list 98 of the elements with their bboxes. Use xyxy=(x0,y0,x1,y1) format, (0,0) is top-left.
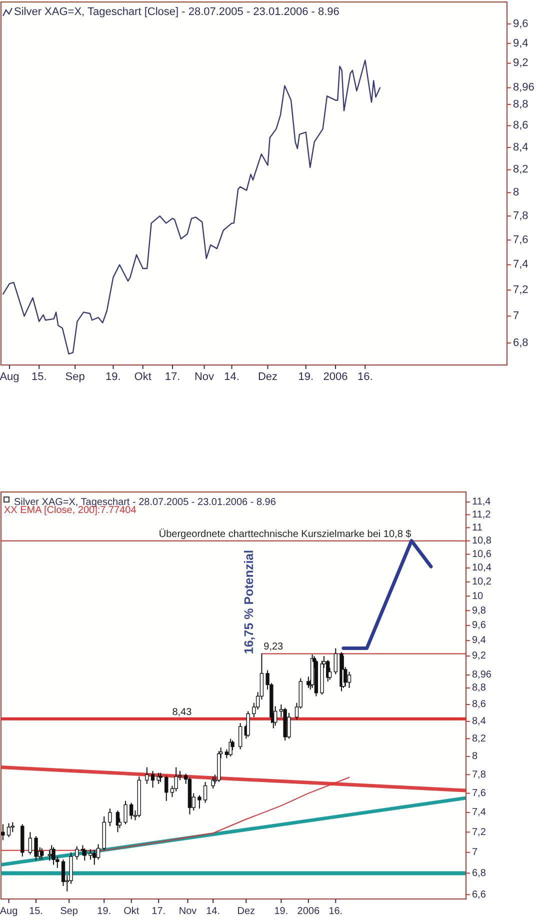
x-tick-label: 17. xyxy=(152,906,166,917)
y-tick-label: 11 xyxy=(472,522,483,534)
x-tick-label: 14. xyxy=(206,906,220,917)
candlestick xyxy=(40,848,44,860)
y-tick-label: 9,2 xyxy=(513,57,528,70)
y-tick-label: 7 xyxy=(472,847,478,858)
x-tick-label: Nov xyxy=(194,371,215,383)
annotation: Übergeordnete charttechnische Kurszielmarke bei 10,8 $ xyxy=(158,528,412,540)
candlestick xyxy=(1,824,5,841)
candlestick xyxy=(347,671,352,688)
annotation: 8,43 xyxy=(172,706,192,718)
chart-title: Silver XAG=X, Tageschart [Close] - 28.07.2005 - 23.01.2006 - 8.96 xyxy=(14,6,340,18)
x-tick-label: Okt xyxy=(134,371,152,383)
x-tick-label: 15. xyxy=(31,371,47,383)
y-tick-label: 8 xyxy=(472,751,478,762)
y-tick-label: 9,6 xyxy=(513,18,528,30)
y-tick-label: 9,4 xyxy=(513,37,528,50)
y-tick-label: 8,8 xyxy=(472,682,486,694)
candlestick xyxy=(158,772,162,783)
x-tick-label: 19. xyxy=(106,371,121,383)
y-tick-label: 7,6 xyxy=(472,788,486,799)
candlestick xyxy=(108,808,112,827)
x-tick-label: 14. xyxy=(224,371,240,383)
x-tick-label: Aug xyxy=(0,371,20,383)
x-tick-label: Dez xyxy=(237,906,256,917)
y-tick-label: 7,2 xyxy=(472,826,486,838)
candlestick xyxy=(164,775,168,802)
x-tick-label: 19. xyxy=(274,906,288,917)
y-tick-label: 8 xyxy=(513,186,520,199)
candlestick xyxy=(150,770,155,788)
candlestick xyxy=(198,794,202,810)
x-tick-label: 16. xyxy=(358,371,373,383)
x-tick-label: 17. xyxy=(164,371,180,383)
x-tick-label: Aug xyxy=(0,906,18,917)
candlestick xyxy=(246,710,250,738)
y-tick-label: 8,6 xyxy=(513,120,528,132)
x-tick-label: Okt xyxy=(124,906,140,917)
y-tick-label: 9,8 xyxy=(472,605,486,616)
y-tick-label: 7,2 xyxy=(513,284,528,296)
candlestick xyxy=(130,802,134,820)
y-tick-label: 11,4 xyxy=(472,496,492,508)
y-tick-label: 10,6 xyxy=(472,548,492,560)
x-tick-label: 2006 xyxy=(297,906,320,917)
x-tick-label: 19. xyxy=(97,906,112,917)
y-tick-label: 7,4 xyxy=(472,807,486,818)
x-tick-label: Sep xyxy=(65,371,85,383)
x-tick-label: Nov xyxy=(178,906,197,917)
x-tick-label: 19. xyxy=(298,371,314,383)
line-series xyxy=(1,776,350,851)
y-tick-label: 7,8 xyxy=(472,769,486,780)
candlestick xyxy=(52,846,56,866)
y-tick-label: 8,96 xyxy=(472,670,492,681)
candlestick xyxy=(28,832,32,855)
y-tick-label: 6,8 xyxy=(513,336,528,349)
x-tick-label: Sep xyxy=(60,906,78,917)
line-series xyxy=(2,60,381,355)
y-tick-label: 9,6 xyxy=(472,620,486,632)
candlestick xyxy=(124,800,128,825)
text: XX EMA [Close, 200]:7.77404 xyxy=(4,505,137,516)
annotation: 16,75 % Potenzial xyxy=(242,550,256,654)
y-tick-label: 8,4 xyxy=(472,716,486,728)
y-tick-label: 8,4 xyxy=(513,141,528,154)
x-tick-label: 15. xyxy=(29,906,43,917)
annotation: 9,23 xyxy=(264,642,284,653)
candlestick xyxy=(10,822,15,833)
candlestick xyxy=(88,848,92,860)
y-tick-label: 7,4 xyxy=(513,258,528,271)
y-tick-label: 6,8 xyxy=(472,868,486,879)
candlestick xyxy=(238,722,242,750)
y-tick-label: 8,2 xyxy=(513,164,528,176)
y-tick-label: 10,4 xyxy=(472,562,492,574)
candlestick xyxy=(82,848,87,862)
y-tick-label: 10 xyxy=(472,590,484,602)
y-tick-label: 7 xyxy=(513,310,520,322)
y-tick-label: 7,8 xyxy=(513,210,528,222)
y-tick-label: 10,2 xyxy=(472,576,492,588)
y-tick-label: 8,2 xyxy=(472,733,486,744)
y-tick-label: 6,6 xyxy=(472,889,486,900)
x-tick-label: Dez xyxy=(258,371,278,383)
candlestick xyxy=(75,846,79,860)
y-tick-label: 8,96 xyxy=(513,82,534,94)
y-tick-label: 8,8 xyxy=(513,98,528,110)
y-tick-label: 10,8 xyxy=(472,535,492,546)
y-tick-label: 8,6 xyxy=(472,699,486,710)
y-tick-label: 9,2 xyxy=(472,650,486,662)
candlestick xyxy=(287,712,291,740)
candlestick xyxy=(203,782,208,804)
y-tick-label: 9,4 xyxy=(472,635,486,646)
candlestick xyxy=(174,766,178,792)
candlestick xyxy=(92,850,96,866)
candlestick xyxy=(145,766,149,784)
y-tick-label: 11,2 xyxy=(472,509,492,520)
candlestick xyxy=(34,836,38,862)
candlestick xyxy=(334,648,338,675)
x-tick-label: 2006 xyxy=(323,371,348,383)
y-tick-label: 7,6 xyxy=(513,234,528,246)
x-tick-label: 16. xyxy=(328,906,343,917)
candlestick xyxy=(6,822,11,838)
